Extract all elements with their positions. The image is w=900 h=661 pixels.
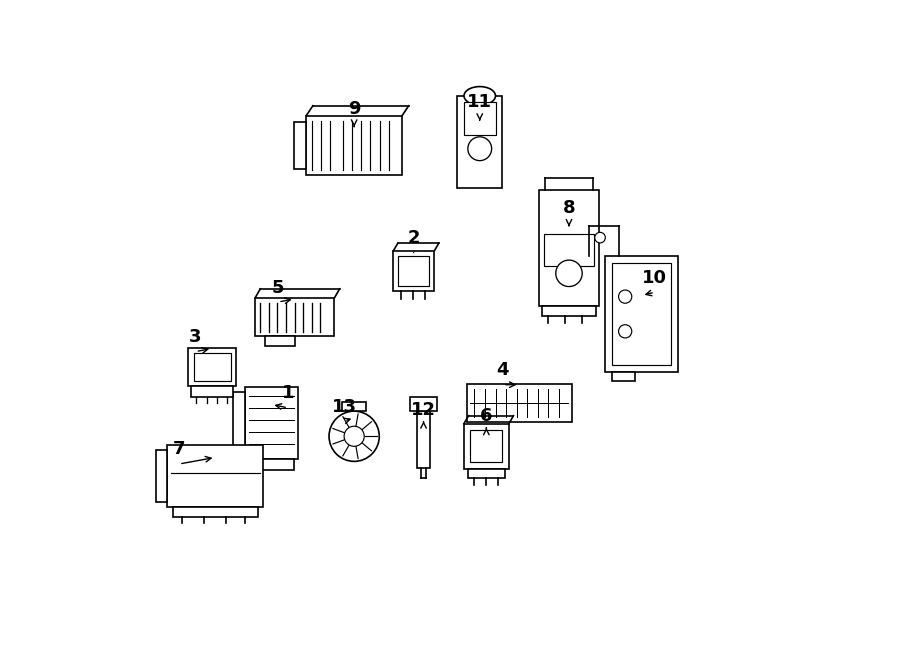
Bar: [249, 459, 294, 470]
Text: 5: 5: [272, 278, 284, 297]
Bar: [188, 348, 236, 386]
Bar: [306, 116, 402, 175]
Circle shape: [468, 137, 491, 161]
Text: 11: 11: [467, 93, 492, 112]
Bar: [457, 96, 502, 188]
Bar: [468, 469, 505, 478]
Text: 10: 10: [643, 268, 668, 287]
Text: 13: 13: [332, 397, 356, 416]
Text: 1: 1: [282, 384, 294, 403]
Bar: [194, 353, 230, 381]
Bar: [399, 256, 428, 286]
Circle shape: [329, 411, 379, 461]
Bar: [393, 251, 434, 291]
Bar: [542, 305, 596, 317]
Circle shape: [618, 290, 632, 303]
Ellipse shape: [464, 87, 496, 105]
Circle shape: [344, 426, 364, 446]
Text: 7: 7: [173, 440, 185, 459]
Circle shape: [595, 232, 606, 243]
Text: 6: 6: [480, 407, 492, 426]
Bar: [167, 444, 264, 508]
Text: 9: 9: [348, 100, 360, 118]
Bar: [464, 424, 508, 469]
Bar: [471, 430, 502, 462]
Bar: [265, 336, 294, 346]
Bar: [156, 449, 167, 502]
Bar: [466, 384, 572, 422]
Circle shape: [618, 325, 632, 338]
Bar: [612, 262, 671, 365]
Circle shape: [556, 260, 582, 287]
Bar: [342, 402, 366, 411]
Bar: [255, 298, 334, 336]
Bar: [245, 387, 298, 459]
Bar: [233, 392, 245, 454]
Bar: [464, 102, 496, 135]
Bar: [538, 190, 599, 305]
Text: 2: 2: [408, 229, 420, 247]
Bar: [612, 371, 635, 381]
Text: 8: 8: [562, 199, 575, 217]
Bar: [173, 508, 258, 517]
Text: 4: 4: [497, 361, 509, 379]
Text: 3: 3: [189, 328, 202, 346]
Bar: [410, 397, 436, 411]
Bar: [191, 386, 233, 397]
Text: 12: 12: [411, 401, 436, 419]
Bar: [606, 256, 678, 371]
Bar: [294, 122, 306, 169]
Bar: [544, 234, 594, 266]
Bar: [417, 411, 430, 468]
